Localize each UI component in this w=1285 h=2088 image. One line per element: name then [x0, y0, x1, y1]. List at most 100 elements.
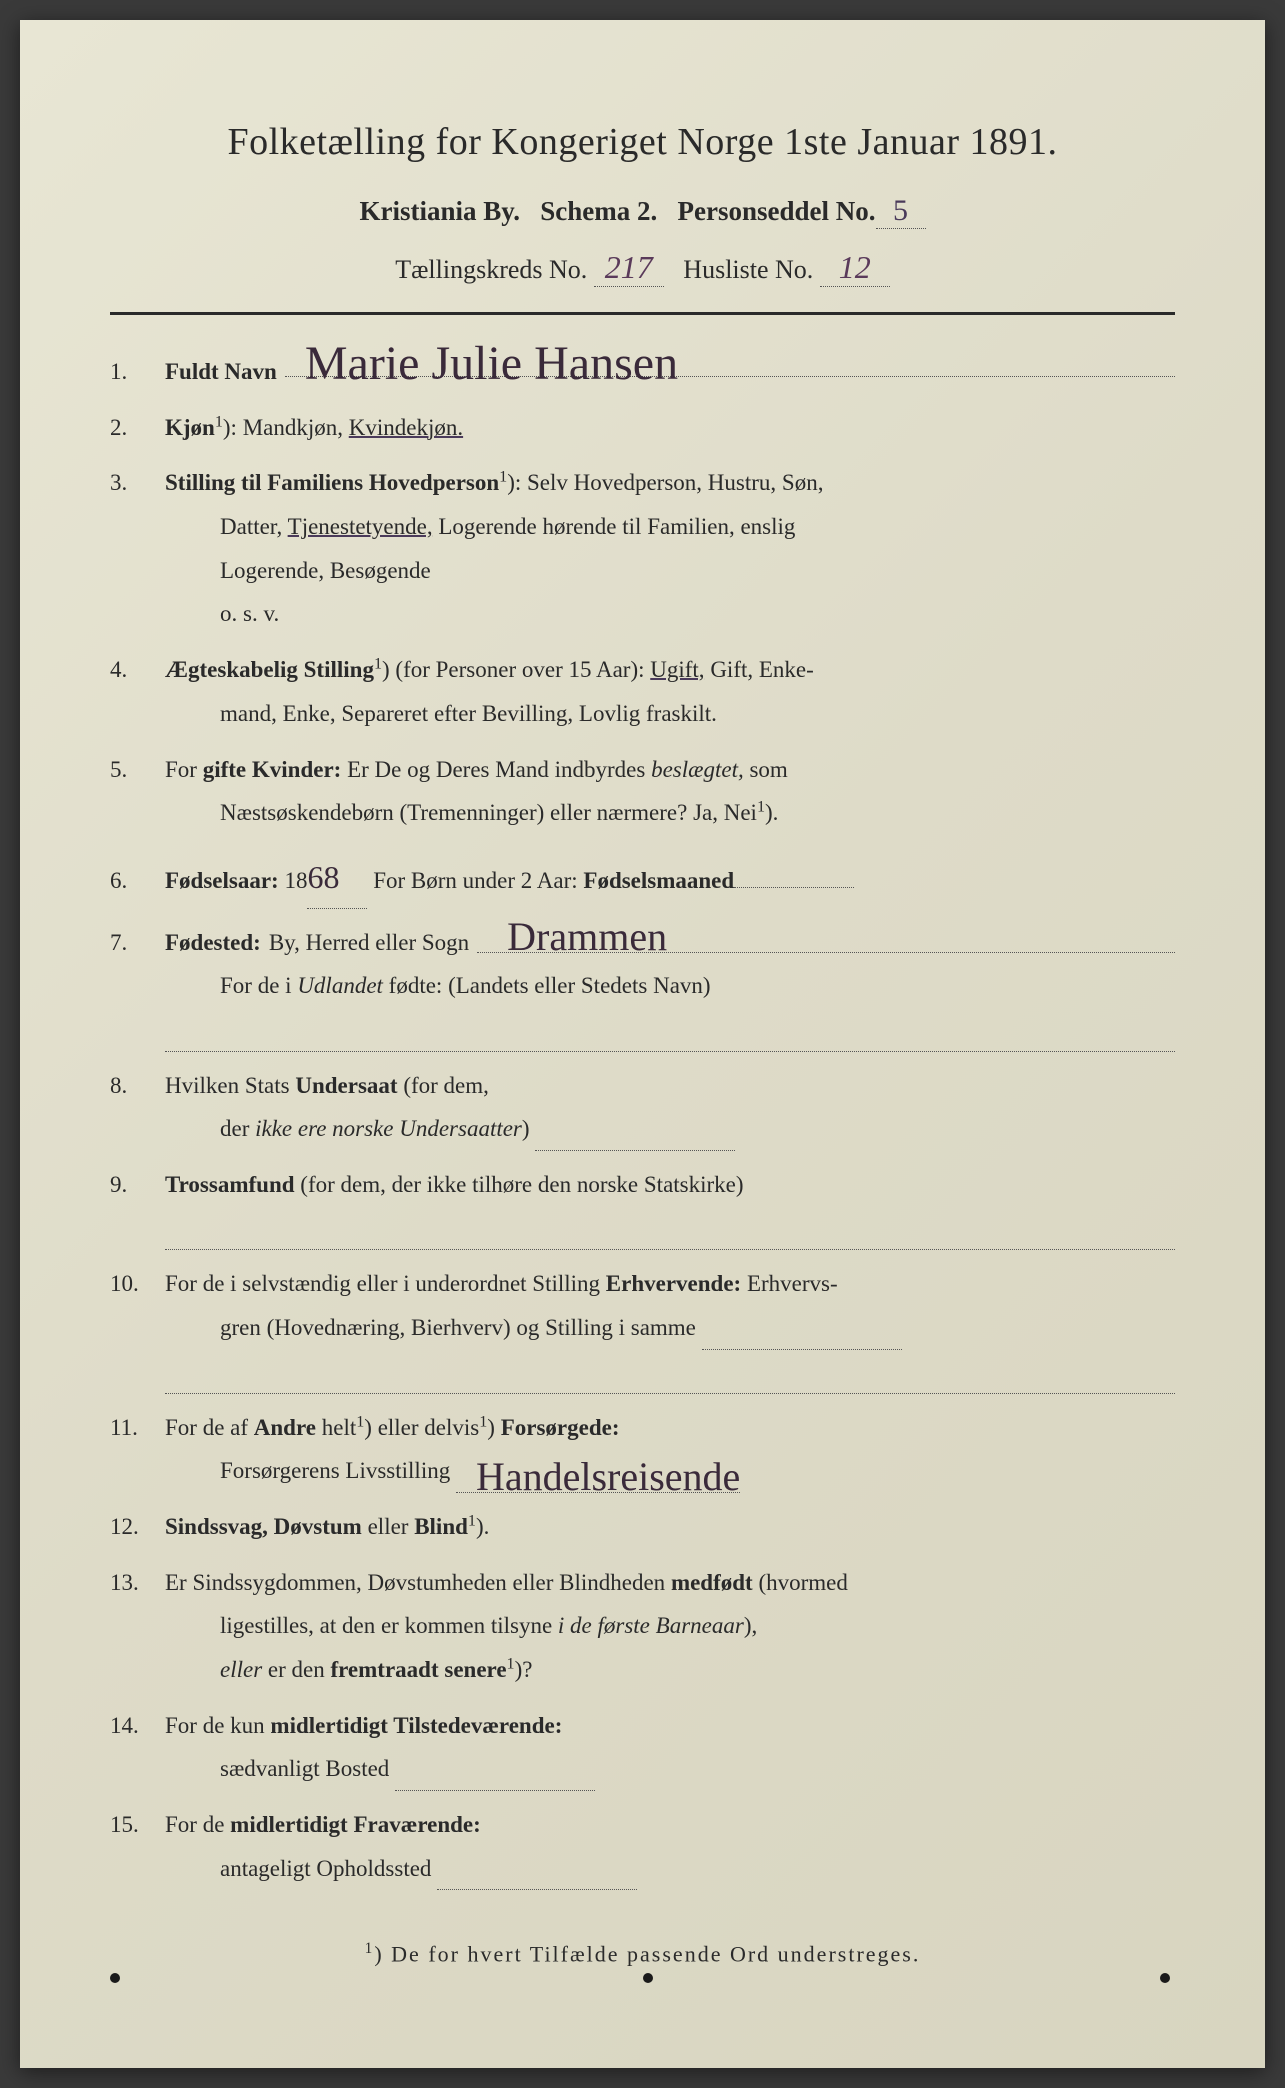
text: helt: [316, 1415, 356, 1440]
document-subline: Tællingskreds No. 217 Husliste No. 12: [110, 249, 1175, 287]
month-fill: [734, 887, 854, 888]
text: Erhvervs-: [741, 1271, 837, 1296]
text: Hvilken Stats: [165, 1073, 295, 1098]
sup: 1: [374, 655, 382, 672]
text: (hvormed: [753, 1570, 848, 1595]
schema-label: Schema 2.: [540, 196, 657, 226]
birthplace-value: Drammen: [507, 921, 667, 953]
field-label: Trossamfund: [165, 1172, 295, 1197]
person-label: Personseddel No.: [678, 196, 876, 226]
bold-text: medfødt: [671, 1570, 753, 1595]
form-content: 1. Fuldt Navn Marie Julie Hansen 2. Kjøn…: [110, 345, 1175, 1890]
row-10: 10. For de i selvstændig eller i underor…: [110, 1262, 1175, 1393]
document-title: Folketælling for Kongeriget Norge 1ste J…: [110, 120, 1175, 164]
row-line: sædvanligt Bosted: [165, 1747, 1175, 1791]
row-num: 14.: [110, 1704, 165, 1748]
row-2: 2. Kjøn1): Mandkjøn, Kvindekjøn.: [110, 406, 1175, 450]
document-subtitle: Kristiania By. Schema 2. Personseddel No…: [110, 194, 1175, 229]
sup: 1: [215, 413, 223, 430]
punch-mark-icon: [643, 1973, 653, 1983]
row-line: antageligt Opholdssted: [165, 1847, 1175, 1891]
husliste-no-value: 12: [820, 249, 890, 287]
row-14: 14. For de kun midlertidigt Tilstedevære…: [110, 1704, 1175, 1791]
row-num: 2.: [110, 406, 165, 450]
row-num: 4.: [110, 648, 165, 692]
empty-line: [165, 1350, 1175, 1394]
empty-line: [165, 1207, 1175, 1251]
row-num: 9.: [110, 1163, 165, 1207]
field-label: Fuldt Navn: [165, 350, 277, 394]
selected-value: Ugift,: [650, 657, 704, 682]
row-line: der ikke ere norske Undersaatter): [165, 1107, 1175, 1151]
field-label: Fødested:: [165, 921, 261, 965]
census-document: Folketælling for Kongeriget Norge 1ste J…: [20, 20, 1265, 2068]
empty-fill: [702, 1318, 902, 1350]
row-1: 1. Fuldt Navn Marie Julie Hansen: [110, 345, 1175, 394]
text: ) eller delvis: [364, 1415, 479, 1440]
selected-value: Tjenestetyende,: [288, 514, 433, 539]
bold-text: Blind: [414, 1514, 468, 1539]
row-11: 11. For de af Andre helt1) eller delvis1…: [110, 1406, 1175, 1493]
field-label: Stilling til Familiens Hovedperson: [165, 470, 499, 495]
row-line: Forsørgerens Livsstilling Handelsreisend…: [165, 1449, 1175, 1493]
birthplace-fill: Drammen: [477, 921, 1175, 953]
row-num: 6.: [110, 859, 165, 903]
bold-text: midlertidigt Tilstedeværende:: [270, 1713, 562, 1738]
row-7: 7. Fødested: By, Herred eller Sogn Dramm…: [110, 921, 1175, 1052]
text: ): Selv Hovedperson, Hustru, Søn,: [507, 470, 823, 495]
empty-fill: [395, 1759, 595, 1791]
text: ): Mandkjøn,: [223, 415, 349, 440]
text: ).: [476, 1514, 489, 1539]
divider: [110, 312, 1175, 315]
husliste-label: Husliste No.: [683, 255, 813, 284]
footnote: 1) De for hvert Tilfælde passende Ord un…: [110, 1940, 1175, 1967]
row-line: o. s. v.: [165, 592, 1175, 636]
text: Er Sindssygdommen, Døvstumheden eller Bl…: [165, 1570, 671, 1595]
row-num: 15.: [110, 1803, 165, 1847]
sup: 1: [499, 469, 507, 486]
row-15: 15. For de midlertidigt Fraværende: anta…: [110, 1803, 1175, 1890]
text: som: [744, 757, 788, 782]
bold-text: midlertidigt Fraværende:: [230, 1812, 481, 1837]
person-no-value: 5: [876, 194, 926, 229]
text: For de: [165, 1812, 230, 1837]
bold-text: Undersaat: [295, 1073, 397, 1098]
row-8: 8. Hvilken Stats Undersaat (for dem, der…: [110, 1064, 1175, 1151]
text: For de kun: [165, 1713, 270, 1738]
talling-no-value: 217: [594, 249, 664, 287]
row-5: 5. For gifte Kvinder: Er De og Deres Man…: [110, 748, 1175, 835]
text: For de af: [165, 1415, 254, 1440]
punch-mark-icon: [110, 1973, 120, 1983]
field-label: Fødselsaar:: [165, 868, 279, 893]
row-13: 13. Er Sindssygdommen, Døvstumheden elle…: [110, 1561, 1175, 1692]
row-num: 7.: [110, 921, 165, 965]
punch-mark-icon: [1160, 1973, 1170, 1983]
text: ) (for Personer over 15 Aar):: [382, 657, 650, 682]
bold-text: Forsørgede:: [501, 1415, 620, 1440]
row-12: 12. Sindssvag, Døvstum eller Blind1).: [110, 1505, 1175, 1549]
bold-text: Sindssvag, Døvstum: [165, 1514, 362, 1539]
row-num: 3.: [110, 461, 165, 505]
row-6: 6. Fødselsaar: 1868 For Børn under 2 Aar…: [110, 847, 1175, 909]
field-label: Ægteskabelig Stilling: [165, 657, 374, 682]
field-label: Kjøn: [165, 415, 215, 440]
text: (for dem,: [398, 1073, 489, 1098]
name-value: Marie Julie Hansen: [305, 345, 678, 383]
row-line: mand, Enke, Separeret efter Bevilling, L…: [165, 692, 1175, 736]
row-line: Datter, Tjenestetyende, Logerende hørend…: [165, 505, 1175, 549]
text: Er De og Deres Mand indbyrdes: [341, 757, 651, 782]
text: (for dem, der ikke tilhøre den norske St…: [295, 1172, 744, 1197]
row-line: gren (Hovednæring, Bierhverv) og Stillin…: [165, 1306, 1175, 1350]
bold-text: Andre: [254, 1415, 316, 1440]
row-num: 1.: [110, 350, 165, 394]
text: By, Herred eller Sogn: [269, 921, 469, 965]
row-num: 11.: [110, 1406, 165, 1450]
footnote-text: ) De for hvert Tilfælde passende Ord und…: [374, 1942, 920, 1967]
row-line: Logerende, Besøgende: [165, 549, 1175, 593]
empty-line: [165, 1008, 1175, 1052]
provider-value: Handelsreisende: [476, 1461, 740, 1493]
bold-text: gifte Kvinder:: [203, 757, 342, 782]
city-label: Kristiania By.: [359, 196, 520, 226]
row-num: 5.: [110, 748, 165, 792]
row-line: Næstsøskendebørn (Tremenninger) eller næ…: [165, 791, 1175, 835]
